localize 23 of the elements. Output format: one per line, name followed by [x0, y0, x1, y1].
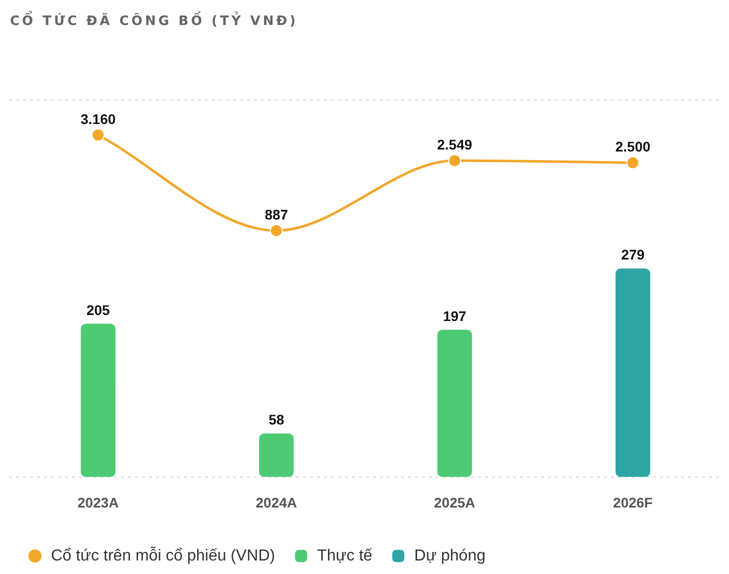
bar — [437, 330, 472, 477]
legend-label: Thực tế — [317, 547, 372, 564]
legend-label: Cổ tức trên mỗi cổ phiếu (VND) — [51, 546, 276, 564]
legend-label: Dự phóng — [414, 547, 486, 564]
point — [270, 224, 283, 238]
x-tick-label: 2026F — [613, 494, 654, 510]
data-label: 3.160 — [80, 110, 116, 127]
x-tick-label: 2025A — [434, 494, 476, 510]
x-tick-label: 2023A — [77, 494, 119, 510]
data-label: 197 — [442, 308, 467, 324]
data-label: 279 — [621, 246, 645, 263]
point — [626, 156, 640, 170]
data-label: 205 — [86, 302, 110, 318]
data-label: 58 — [268, 412, 284, 428]
bar — [80, 324, 116, 477]
point — [448, 154, 462, 168]
data-label: 2.500 — [615, 138, 651, 155]
data-label: 2.549 — [437, 136, 472, 153]
point — [92, 128, 105, 142]
data-label: 887 — [264, 206, 288, 222]
x-tick-label: 2024A — [256, 494, 298, 510]
bar — [616, 268, 650, 477]
bar — [259, 434, 294, 477]
